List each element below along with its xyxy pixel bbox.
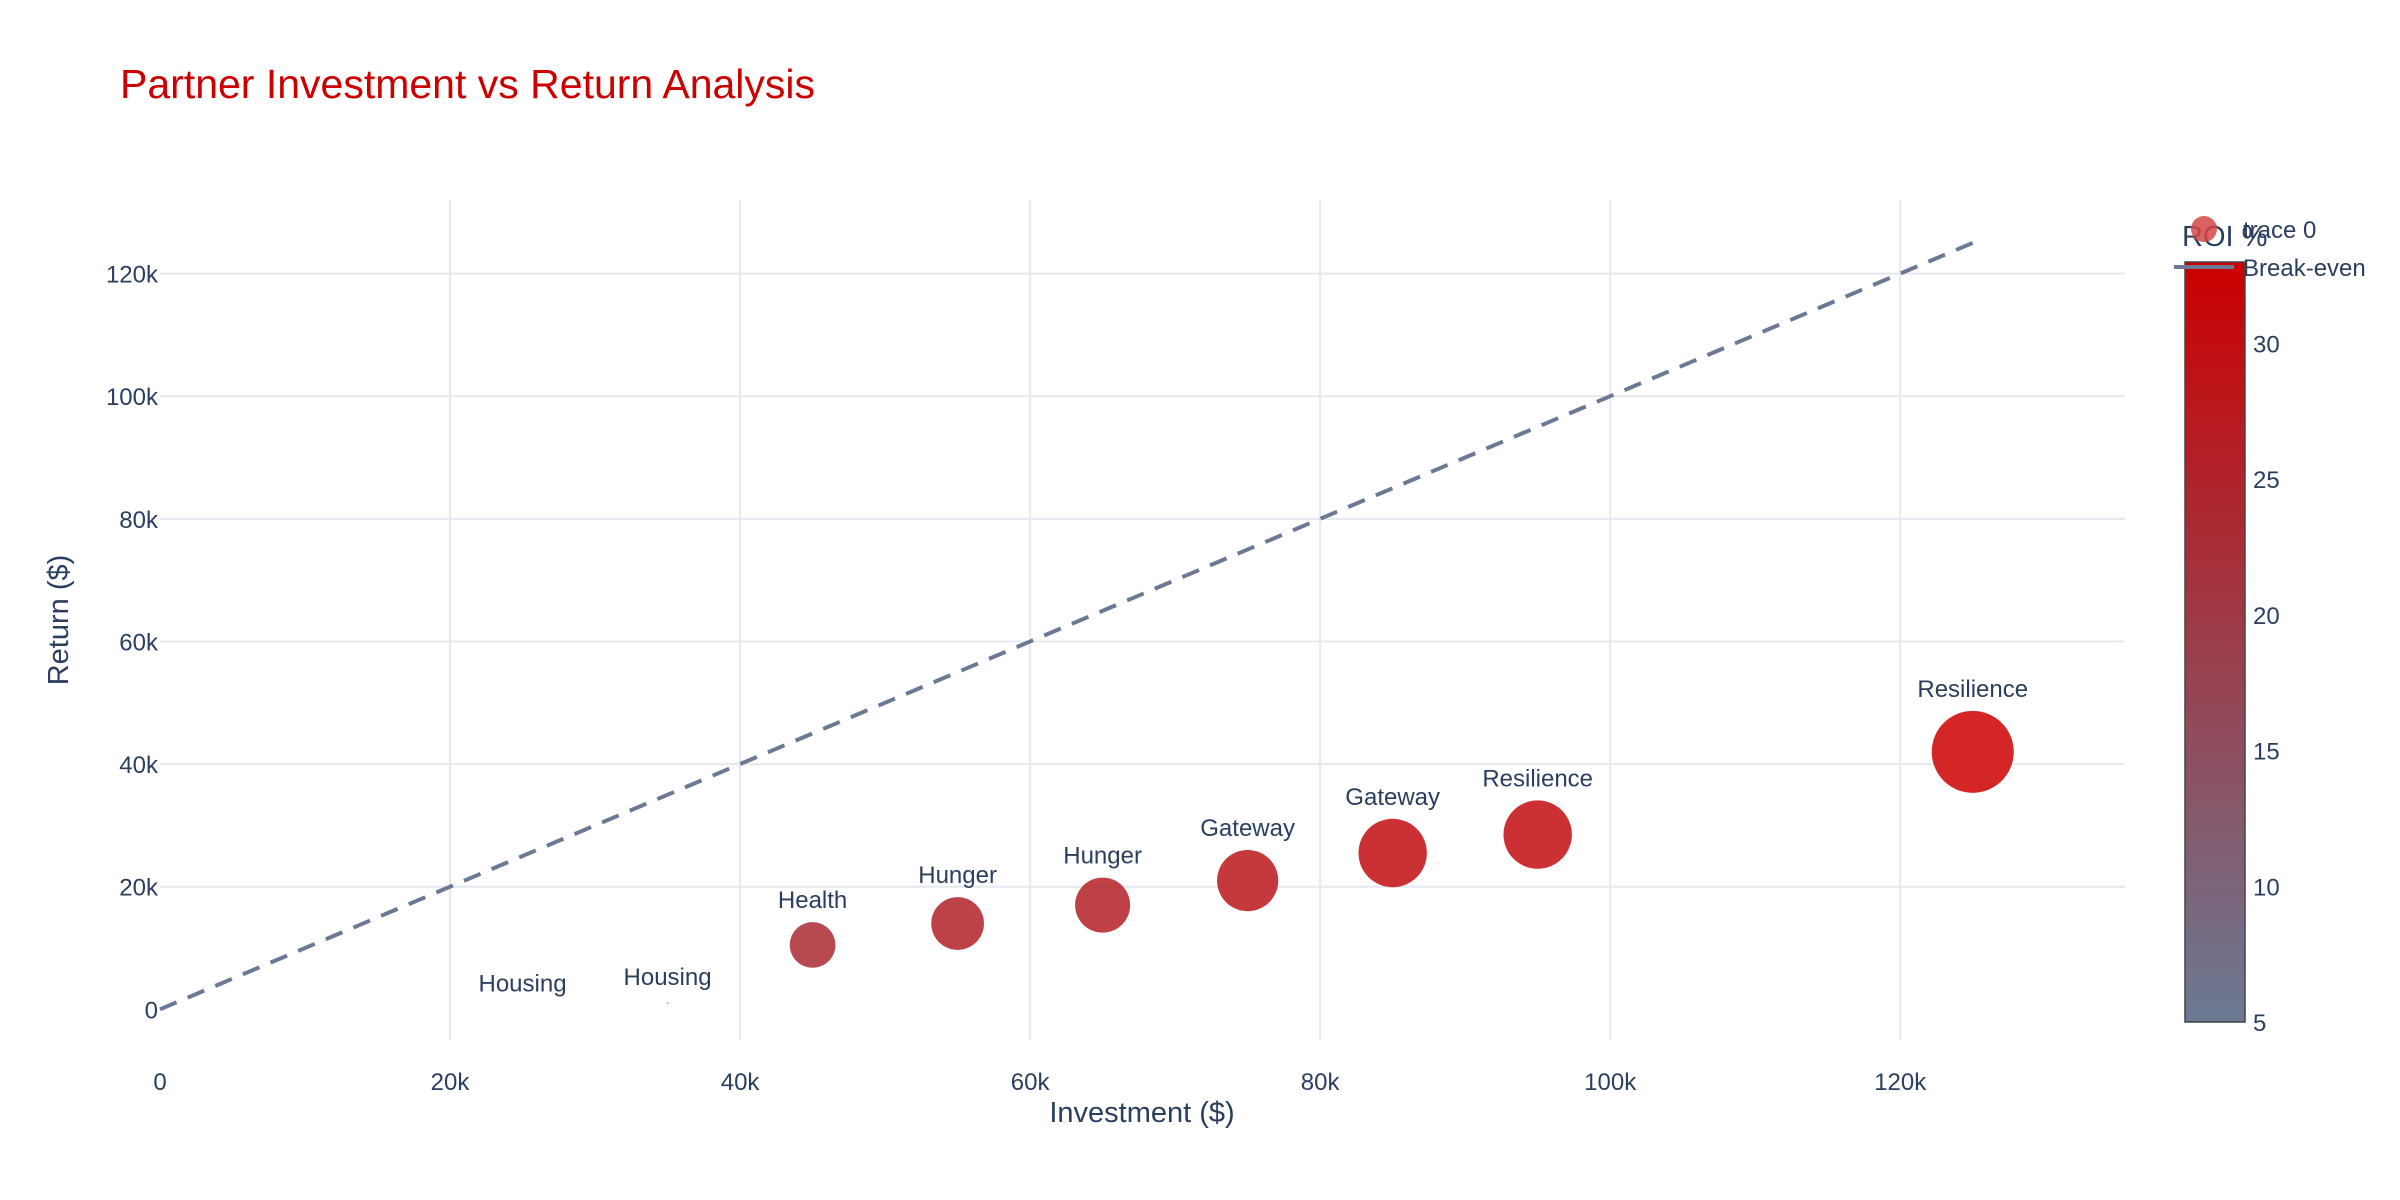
x-tick-label: 20k [431, 1069, 471, 1096]
x-axis-ticks: 0 20k 40k 60k 80k 100k 120k [153, 1069, 1927, 1096]
bubble-label: Housing [624, 964, 712, 991]
bubble-point[interactable] [931, 897, 984, 950]
bubble-label: Hunger [1063, 843, 1142, 870]
y-axis-ticks: 0 20k 40k 60k 80k 100k 120k [106, 262, 159, 1025]
y-tick-label: 100k [106, 384, 159, 411]
legend-item-break-even[interactable]: Break-even [2243, 255, 2366, 282]
bubble-point[interactable] [1075, 877, 1131, 933]
bubble-point[interactable] [1931, 710, 2014, 793]
legend-item-trace-0[interactable]: trace 0 [2243, 217, 2316, 244]
legend-bubble-marker [2191, 216, 2217, 242]
y-tick-label: 120k [106, 262, 159, 289]
y-tick-label: 40k [119, 752, 159, 779]
bubble-point[interactable] [1358, 818, 1427, 888]
x-tick-label: 80k [1301, 1069, 1341, 1096]
colorbar-tick-label: 15 [2253, 739, 2280, 766]
bubble-label: Housing [479, 970, 567, 997]
colorbar-tick-label: 20 [2253, 603, 2280, 630]
y-tick-label: 80k [119, 507, 159, 534]
bubble-point[interactable] [1217, 849, 1279, 912]
bubble-points [666, 710, 2014, 1005]
legend[interactable]: trace 0 Break-even [2174, 216, 2366, 282]
grid-lines [160, 200, 2125, 1040]
x-tick-label: 100k [1584, 1069, 1637, 1096]
bubble-label: Gateway [1200, 815, 1295, 842]
bubble-point[interactable] [789, 922, 836, 968]
y-axis-title: Return ($) [43, 555, 75, 686]
bubble-label: Resilience [1482, 765, 1593, 792]
colorbar-tick-label: 25 [2253, 467, 2280, 494]
break-even-line [159, 241, 1974, 1012]
x-tick-label: 40k [721, 1069, 761, 1096]
bubble-point[interactable] [666, 1002, 669, 1005]
bubble-label: Resilience [1917, 676, 2028, 703]
y-tick-label: 60k [119, 629, 159, 656]
colorbar-ticks: 5 10 15 20 25 30 [2253, 331, 2280, 1037]
chart-title: Partner Investment vs Return Analysis [120, 61, 815, 107]
colorbar-tick-label: 30 [2253, 331, 2280, 358]
colorbar-tick-label: 10 [2253, 874, 2280, 901]
y-tick-label: 20k [119, 875, 159, 902]
x-axis-title: Investment ($) [1049, 1097, 1234, 1129]
bubble-point[interactable] [1503, 800, 1572, 869]
x-tick-label: 120k [1874, 1069, 1927, 1096]
colorbar-gradient [2184, 261, 2246, 1023]
bubble-label: Hunger [918, 862, 997, 889]
y-tick-label: 0 [145, 997, 158, 1024]
bubble-label: Health [778, 887, 847, 914]
bubble-label: Gateway [1345, 784, 1440, 811]
x-tick-label: 0 [153, 1069, 166, 1096]
bubble-labels: Housing Housing Health Hunger Hunger Gateway G… [479, 676, 2029, 998]
x-tick-label: 60k [1011, 1069, 1051, 1096]
colorbar-tick-label: 5 [2253, 1010, 2266, 1037]
